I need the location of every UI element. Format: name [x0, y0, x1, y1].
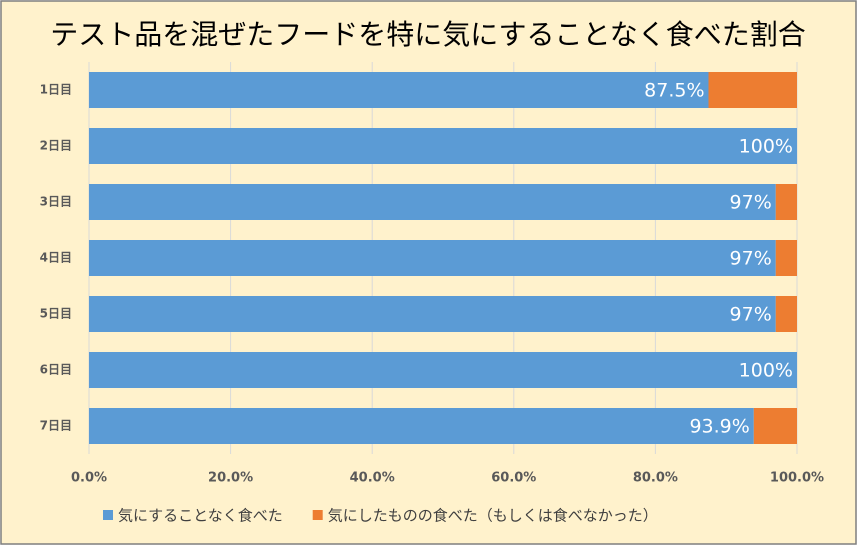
bar-segment — [89, 352, 797, 388]
data-label: 93.9% — [689, 416, 749, 438]
data-label: 97% — [730, 192, 772, 214]
legend-swatch — [103, 510, 113, 520]
x-tick-label: 80.0% — [633, 471, 678, 486]
bar-segment — [753, 408, 797, 444]
legend-label: 気にしたものの食べた（もしくは食べなかった） — [328, 507, 658, 525]
data-label: 97% — [730, 304, 772, 326]
y-tick-label: 3日目 — [40, 195, 72, 209]
y-tick-label: 4日目 — [40, 251, 72, 265]
bar-segment — [89, 72, 709, 108]
x-tick-label: 100.0% — [770, 471, 824, 486]
y-tick-label: 5日目 — [40, 307, 72, 321]
legend-swatch — [312, 510, 323, 520]
bar-segment — [89, 408, 754, 444]
data-label: 87.5% — [644, 80, 704, 102]
y-tick-label: 2日目 — [40, 139, 72, 153]
data-label: 100% — [739, 136, 793, 158]
y-tick-label: 6日目 — [40, 363, 72, 377]
chart-title: テスト品を混ぜたフードを特に気にすることなく食べた割合 — [50, 18, 805, 51]
bar-segment — [89, 296, 776, 332]
y-tick-label: 7日目 — [40, 419, 72, 433]
bar-segment — [775, 296, 797, 332]
y-tick-label: 1日目 — [40, 83, 72, 97]
bar-segment — [708, 72, 797, 108]
bar-segment — [89, 128, 797, 164]
data-label: 100% — [739, 360, 793, 382]
bar-segment — [775, 240, 797, 276]
x-tick-label: 0.0% — [71, 471, 107, 486]
bar-segment — [89, 240, 776, 276]
bar-segment — [89, 184, 776, 220]
data-label: 97% — [730, 248, 772, 270]
x-tick-label: 20.0% — [208, 471, 253, 486]
x-tick-label: 40.0% — [350, 471, 395, 486]
legend-label: 気にすることなく食べた — [118, 507, 283, 525]
x-tick-label: 60.0% — [491, 471, 536, 486]
bar-segment — [775, 184, 797, 220]
